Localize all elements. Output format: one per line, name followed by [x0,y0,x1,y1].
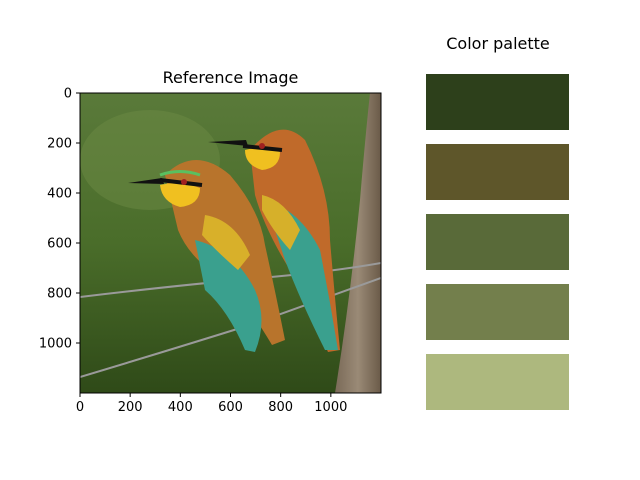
x-tick-label: 600 [218,400,243,415]
bird-right [208,129,340,352]
y-tick-label: 600 [47,237,72,252]
y-axis: 0 200 400 600 800 1000 [39,87,80,352]
y-tick-label: 800 [47,287,72,302]
y-tick-label: 0 [64,87,72,102]
palette-swatch-2 [426,144,569,200]
palette-swatch-5 [426,354,569,410]
x-tick-label: 0 [76,400,84,415]
x-tick-label: 1000 [314,400,347,415]
x-tick-label: 400 [168,400,193,415]
reference-image-title: Reference Image [162,68,299,87]
x-axis: 0 200 400 600 800 1000 [76,393,347,415]
wooden-post [335,93,381,393]
x-tick-label: 200 [118,400,143,415]
color-palette-title: Color palette [446,34,550,53]
y-tick-label: 200 [47,137,72,152]
palette-swatch-3 [426,214,569,270]
palette-swatches [426,74,569,410]
reference-image [80,93,381,393]
y-tick-label: 1000 [39,337,72,352]
bird-left [128,160,285,352]
palette-swatch-4 [426,284,569,340]
x-tick-label: 800 [268,400,293,415]
palette-swatch-1 [426,74,569,130]
y-tick-label: 400 [47,187,72,202]
